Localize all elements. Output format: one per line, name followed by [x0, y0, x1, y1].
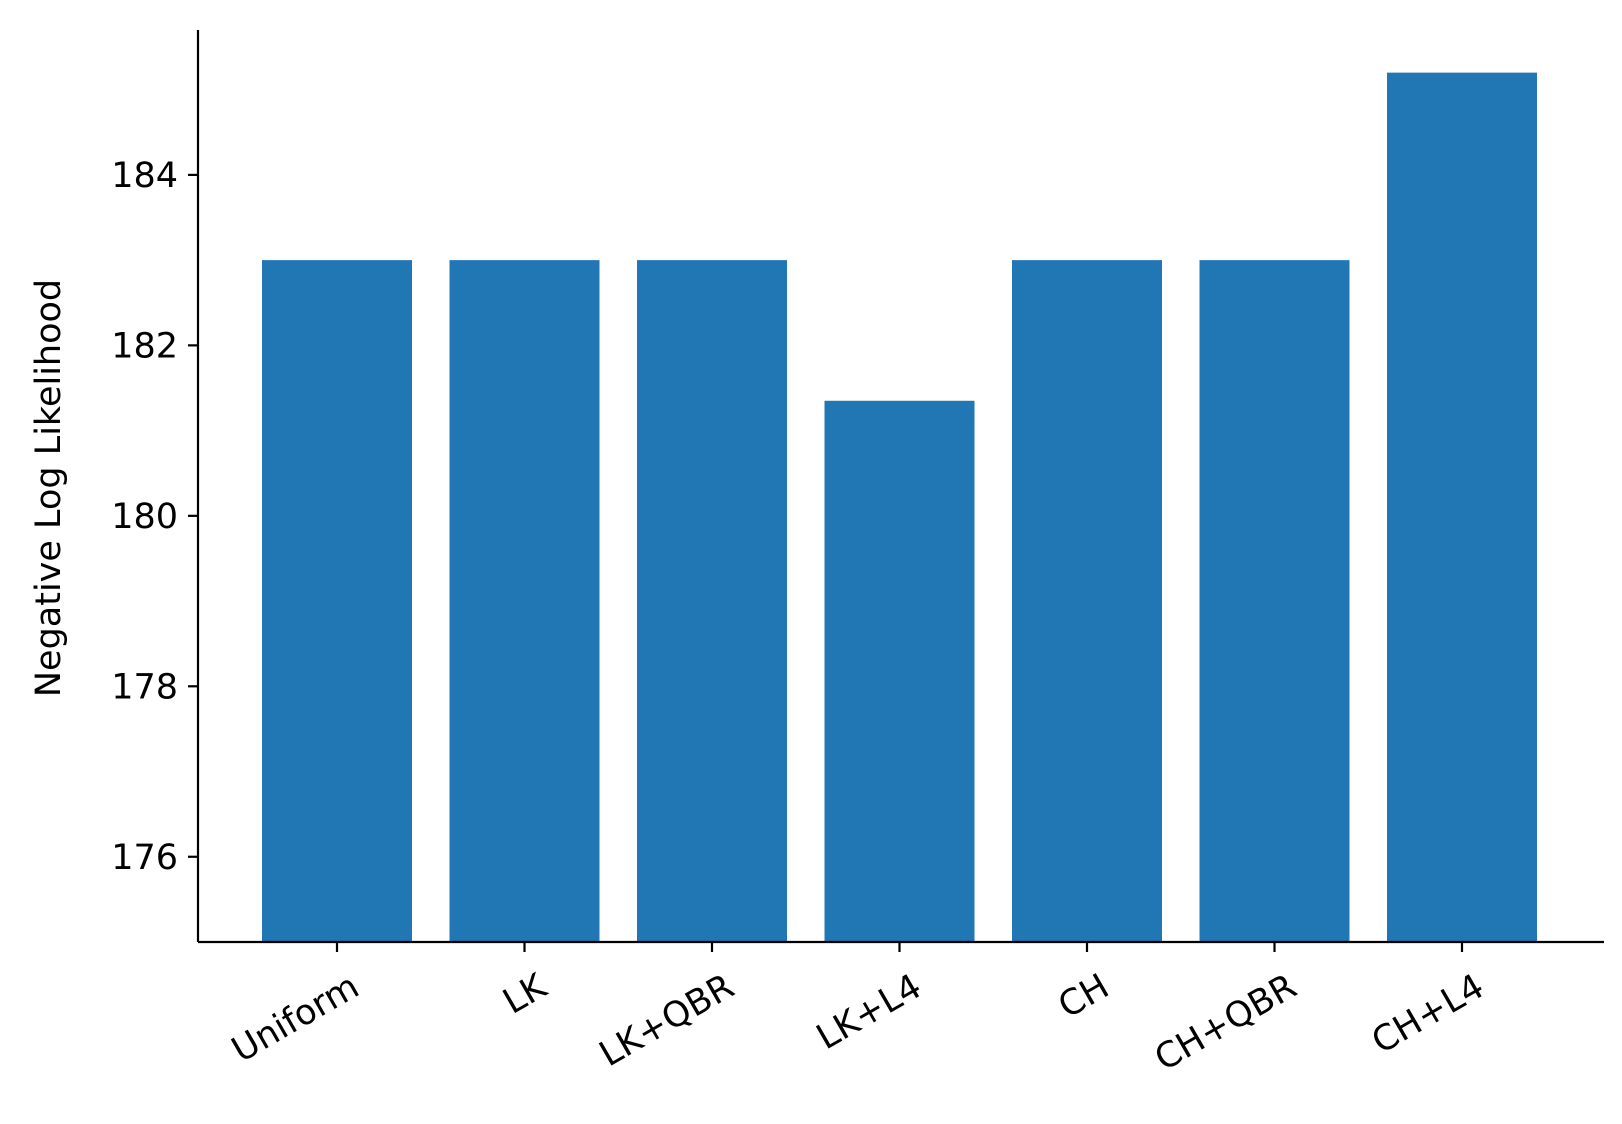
x-tick-label: CH+L4	[1365, 967, 1491, 1063]
x-tick-label: LK	[497, 966, 555, 1022]
bar-ch-qbr	[1199, 260, 1350, 942]
bar-ch-l4	[1387, 72, 1537, 943]
y-tick-label: 180	[111, 497, 178, 537]
bar-ch	[1012, 260, 1162, 942]
bar-lk	[449, 260, 600, 942]
y-axis-title: Negative Log Likelihood	[29, 279, 69, 697]
bar-uniform	[262, 260, 412, 942]
x-axis: Uniform LK LK+QBR LK+L4 CH CH+QBR CH+L4	[198, 940, 1604, 1080]
y-tick-label: 176	[111, 838, 178, 878]
x-tick-label: CH	[1052, 967, 1116, 1027]
x-tick-label: CH+QBR	[1148, 967, 1303, 1080]
y-tick-label: 184	[111, 156, 178, 196]
y-axis: 176 178 180 182 184	[111, 30, 200, 942]
x-tick-label: LK+L4	[810, 967, 928, 1058]
bar-lk-qbr	[637, 260, 787, 942]
x-tick-label: LK+QBR	[593, 967, 741, 1075]
x-tick-label: Uniform	[225, 967, 365, 1071]
y-tick-label: 178	[111, 667, 178, 707]
y-tick-label: 182	[111, 326, 178, 366]
bars-group	[262, 72, 1537, 943]
bar-lk-l4	[824, 400, 975, 942]
